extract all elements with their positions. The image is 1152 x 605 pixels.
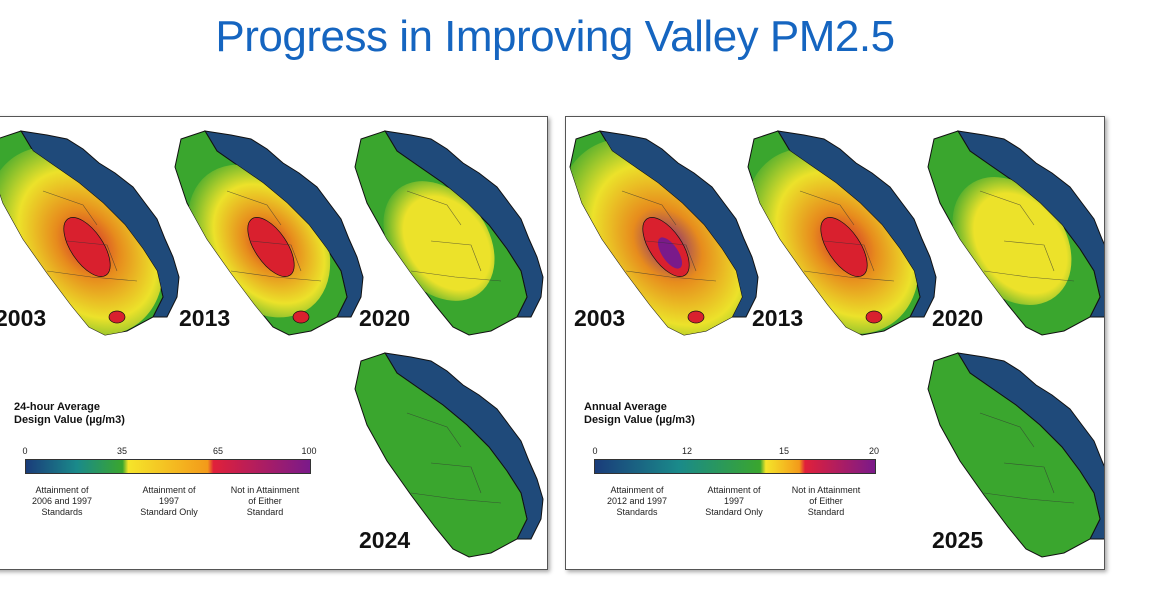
- map-year-label: 2020: [932, 305, 984, 331]
- legend-color-bar: [25, 459, 311, 474]
- legend-tick: 12: [681, 446, 693, 456]
- map-year-label: 2003: [0, 305, 47, 331]
- legend-title-line1: 24-hour Average: [14, 401, 100, 413]
- pm25-map-2025: [927, 352, 1104, 558]
- legend-title-line2: Design Value (µg/m3): [14, 414, 125, 426]
- page-title: Progress in Improving Valley PM2.5: [215, 12, 895, 61]
- map-year-label: 2024: [359, 527, 411, 553]
- pm25-map-2024: [354, 352, 544, 558]
- legend-tick: 0: [22, 446, 28, 456]
- pm25-map-2003: [569, 130, 759, 336]
- pm25-map-2020: [927, 130, 1104, 336]
- panel-annual: Annual Average Design Value (µg/m3) 0 12…: [565, 116, 1105, 570]
- map-year-label: 2003: [574, 305, 626, 331]
- legend-tick: 100: [301, 446, 317, 456]
- pm25-map-2013: [174, 130, 364, 336]
- pm25-map-2020: [354, 130, 544, 336]
- legend-title-24h: 24-hour Average Design Value (µg/m3): [14, 401, 234, 427]
- map-year-label: 2025: [932, 527, 984, 553]
- map-year-label: 2013: [179, 305, 231, 331]
- map-year-label: 2020: [359, 305, 411, 331]
- legend-tick: 65: [212, 446, 224, 456]
- legend-tick: 35: [116, 446, 128, 456]
- pm25-map-2013: [747, 130, 937, 336]
- legend-tick: 0: [592, 446, 598, 456]
- legend-color-bar: [594, 459, 876, 474]
- legend-category: Not in Attainment of Either Standard: [230, 485, 300, 517]
- legend-title-line1: Annual Average: [584, 401, 667, 413]
- panel-24-hour: 24-hour Average Design Value (µg/m3) 0 3…: [0, 116, 548, 570]
- legend-category: Attainment of 1997 Standard Only: [705, 485, 763, 517]
- map-year-label: 2013: [752, 305, 804, 331]
- legend-title-annual: Annual Average Design Value (µg/m3): [584, 401, 804, 427]
- legend-category: Attainment of 1997 Standard Only: [140, 485, 198, 517]
- legend-title-line2: Design Value (µg/m3): [584, 414, 695, 426]
- legend-tick: 20: [868, 446, 880, 456]
- legend-category: Attainment of 2012 and 1997 Standards: [606, 485, 668, 517]
- legend-tick: 15: [778, 446, 790, 456]
- legend-category: Not in Attainment of Either Standard: [791, 485, 861, 517]
- pm25-map-2003: [0, 130, 180, 336]
- legend-category: Attainment of 2006 and 1997 Standards: [31, 485, 93, 517]
